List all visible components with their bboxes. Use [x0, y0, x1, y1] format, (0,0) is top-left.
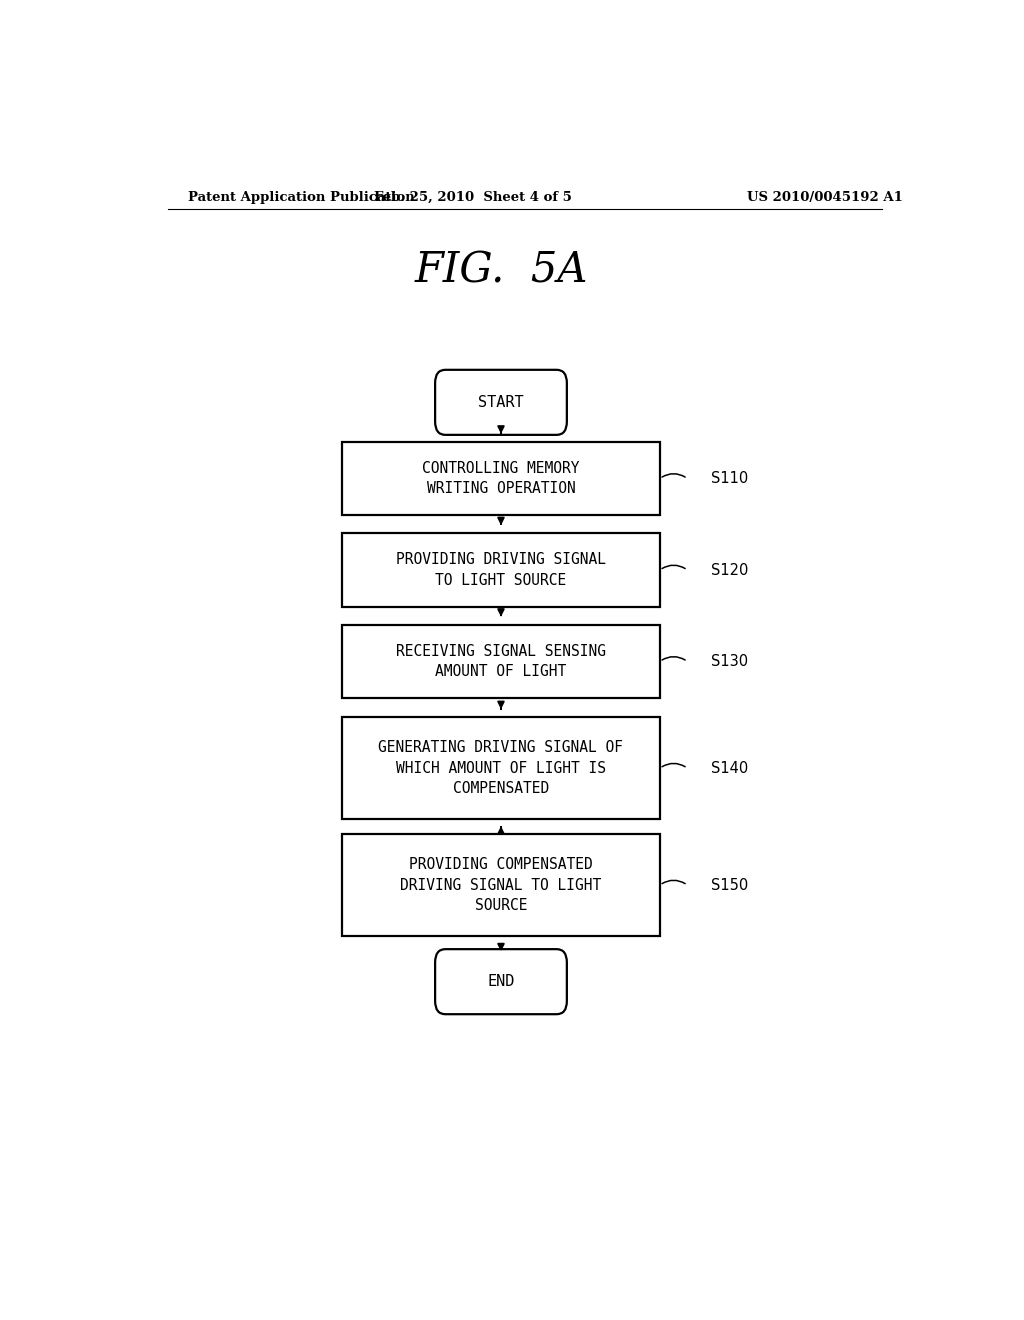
FancyBboxPatch shape [342, 834, 659, 936]
Text: S150: S150 [712, 878, 749, 892]
Text: S140: S140 [712, 760, 749, 776]
Text: PROVIDING COMPENSATED
DRIVING SIGNAL TO LIGHT
SOURCE: PROVIDING COMPENSATED DRIVING SIGNAL TO … [400, 857, 602, 913]
Text: Feb. 25, 2010  Sheet 4 of 5: Feb. 25, 2010 Sheet 4 of 5 [375, 190, 572, 203]
Text: PROVIDING DRIVING SIGNAL
TO LIGHT SOURCE: PROVIDING DRIVING SIGNAL TO LIGHT SOURCE [396, 552, 606, 587]
Text: S130: S130 [712, 653, 749, 669]
Text: Patent Application Publication: Patent Application Publication [187, 190, 415, 203]
Text: FIG.  5A: FIG. 5A [415, 249, 588, 292]
FancyBboxPatch shape [342, 718, 659, 818]
FancyBboxPatch shape [342, 624, 659, 698]
Text: CONTROLLING MEMORY
WRITING OPERATION: CONTROLLING MEMORY WRITING OPERATION [422, 461, 580, 496]
Text: GENERATING DRIVING SIGNAL OF
WHICH AMOUNT OF LIGHT IS
COMPENSATED: GENERATING DRIVING SIGNAL OF WHICH AMOUN… [379, 741, 624, 796]
Text: RECEIVING SIGNAL SENSING
AMOUNT OF LIGHT: RECEIVING SIGNAL SENSING AMOUNT OF LIGHT [396, 644, 606, 680]
Text: END: END [487, 974, 515, 989]
Text: START: START [478, 395, 524, 409]
FancyBboxPatch shape [342, 442, 659, 515]
Text: S120: S120 [712, 562, 749, 578]
FancyBboxPatch shape [435, 370, 567, 434]
Text: S110: S110 [712, 471, 749, 486]
FancyBboxPatch shape [342, 533, 659, 607]
Text: US 2010/0045192 A1: US 2010/0045192 A1 [748, 190, 903, 203]
FancyBboxPatch shape [435, 949, 567, 1014]
